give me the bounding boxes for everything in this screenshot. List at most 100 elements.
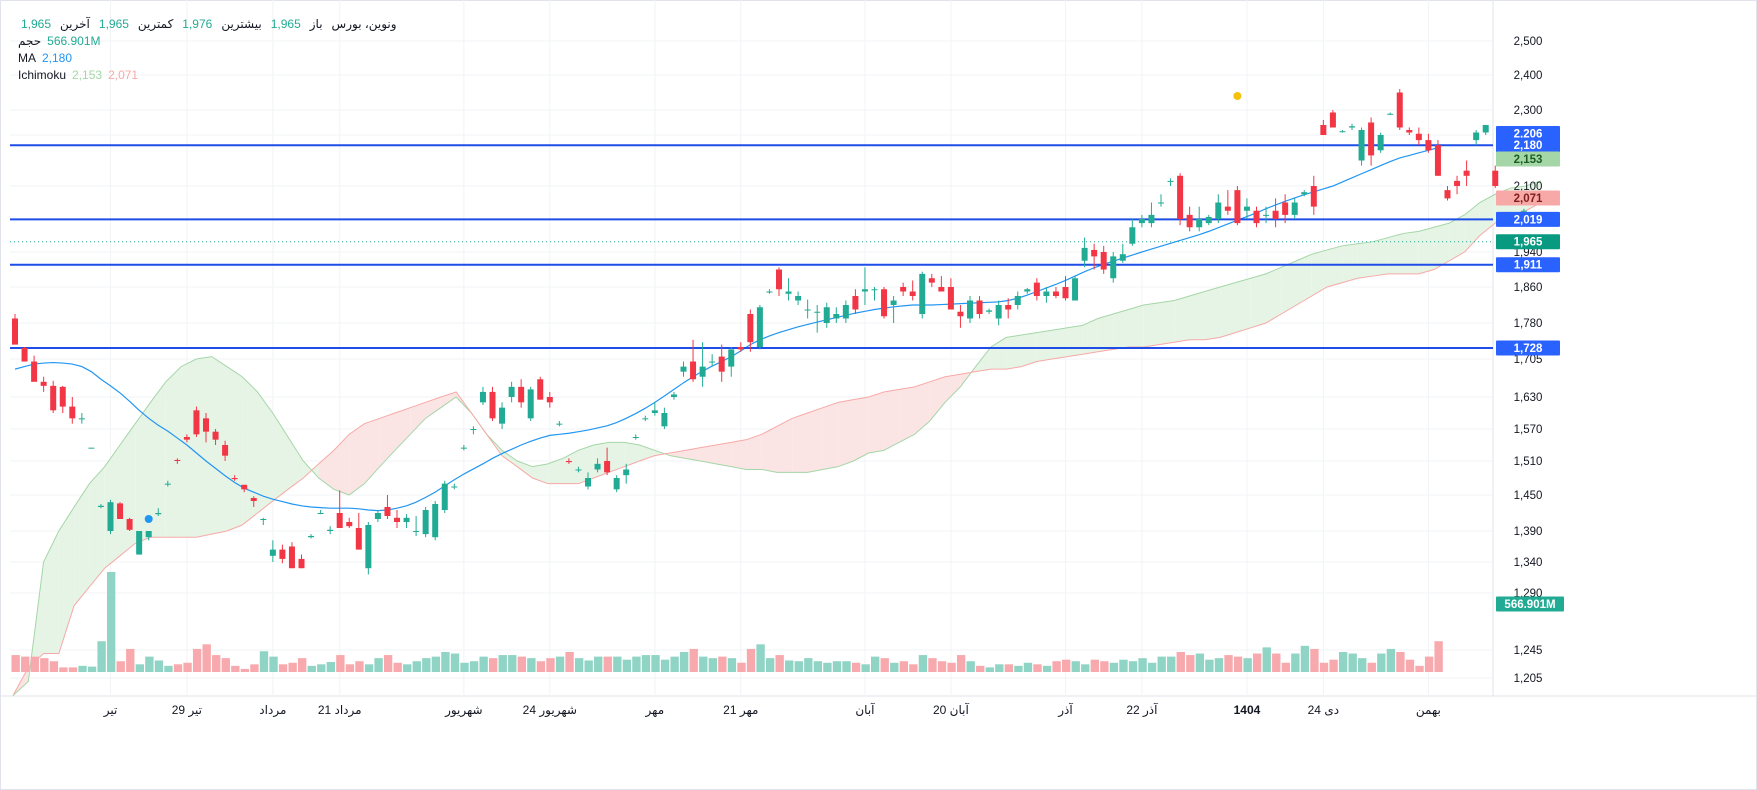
candle bbox=[1014, 291, 1021, 310]
candle-body bbox=[365, 525, 372, 569]
candle bbox=[814, 305, 821, 333]
cloud-segment bbox=[410, 402, 426, 435]
symbol-name[interactable]: ونوین، بورس bbox=[331, 17, 397, 31]
volume-bar bbox=[1291, 653, 1300, 672]
price-badge-label: 2,153 bbox=[1514, 154, 1543, 166]
candle-body bbox=[947, 287, 954, 310]
volume-bar bbox=[21, 656, 30, 672]
candle bbox=[164, 480, 171, 487]
volume-bar bbox=[804, 658, 813, 672]
candle bbox=[594, 458, 601, 473]
volume-bar bbox=[985, 667, 994, 672]
price-tick-label: 1,860 bbox=[1514, 282, 1543, 294]
price-badge bbox=[1496, 340, 1560, 356]
volume-bar bbox=[1272, 653, 1281, 672]
volume-bar bbox=[956, 655, 966, 672]
cloud-segment bbox=[333, 434, 350, 495]
volume-bar bbox=[880, 658, 889, 672]
volume-legend-row[interactable]: حجم 566.901M bbox=[18, 33, 397, 50]
volume-bar bbox=[1214, 658, 1224, 672]
candle bbox=[756, 305, 763, 350]
candle bbox=[575, 466, 582, 473]
candles[interactable] bbox=[12, 89, 1537, 575]
volume-bar bbox=[1386, 648, 1396, 672]
time-axis[interactable]: تیر 29 تیر مرداد 21 مرداد شهریور 24 شهریور مهر… bbox=[103, 702, 1441, 718]
volume-bar bbox=[947, 662, 956, 672]
price-badge-label: 2,180 bbox=[1514, 140, 1543, 152]
candle-body bbox=[623, 469, 630, 476]
candle bbox=[947, 278, 954, 310]
volume-bar bbox=[976, 665, 985, 672]
candle bbox=[1158, 194, 1164, 207]
volume-bar bbox=[336, 655, 345, 672]
candle-body bbox=[527, 389, 534, 419]
time-tick-label: 1404 bbox=[1234, 703, 1261, 717]
ichimoku-legend-row[interactable]: Ichimoku 2,153 2,071 bbox=[18, 67, 397, 84]
volume-bar bbox=[192, 648, 202, 672]
candle-body bbox=[928, 278, 935, 283]
candle bbox=[69, 397, 76, 424]
volume-bar bbox=[278, 664, 288, 672]
candle-body bbox=[479, 391, 486, 403]
volume-bar bbox=[851, 662, 861, 672]
candle-body bbox=[394, 517, 400, 522]
moving-average bbox=[14, 147, 1439, 512]
volume-bar bbox=[1062, 659, 1071, 672]
candle-body bbox=[986, 310, 993, 312]
cloud-segment bbox=[1434, 223, 1450, 270]
ichimoku-span-b-line bbox=[12, 202, 1542, 696]
cloud-segment bbox=[1082, 318, 1098, 355]
horizontal-levels[interactable] bbox=[10, 144, 1493, 349]
ma-line bbox=[14, 147, 1439, 512]
candle bbox=[1263, 206, 1270, 224]
candle-body bbox=[565, 461, 572, 463]
volume-bar bbox=[126, 648, 135, 672]
candle bbox=[795, 291, 802, 305]
candle-body bbox=[995, 305, 1002, 319]
markers[interactable] bbox=[144, 92, 1242, 523]
candle-body bbox=[785, 291, 792, 294]
volume-bar bbox=[632, 656, 641, 672]
candle-body bbox=[336, 513, 343, 528]
price-axis[interactable]: 1,2051,2451,2901,3401,3901,4501,5101,570… bbox=[1514, 36, 1543, 685]
ma-legend-row[interactable]: MA 2,180 bbox=[18, 50, 397, 67]
candle bbox=[308, 534, 315, 539]
candle bbox=[565, 458, 572, 464]
candle-body bbox=[1434, 145, 1441, 176]
cloud-segment bbox=[945, 374, 961, 403]
candle-body bbox=[737, 347, 744, 350]
volume-bar bbox=[565, 652, 574, 672]
ichimoku-value-1: 2,153 bbox=[72, 68, 103, 82]
volume-bar bbox=[536, 661, 546, 672]
cloud-segment bbox=[135, 402, 151, 544]
cloud-segment bbox=[364, 418, 380, 484]
volume-bar bbox=[890, 662, 899, 672]
time-tick-label: 20 آبان bbox=[933, 702, 969, 717]
candle-body bbox=[288, 546, 295, 569]
volume-bar bbox=[1367, 662, 1376, 672]
candle-body bbox=[967, 300, 973, 319]
ohlc-close-value: 1,965 bbox=[21, 17, 52, 31]
candle bbox=[670, 391, 677, 400]
candle bbox=[78, 413, 85, 424]
ohlc-high-label: بیشترین bbox=[221, 17, 262, 31]
candle-body bbox=[1005, 305, 1012, 310]
candle-body bbox=[776, 269, 782, 290]
candle bbox=[422, 507, 429, 538]
candle bbox=[1434, 140, 1441, 176]
time-tick-label: تیر bbox=[103, 703, 118, 718]
cloud-segment bbox=[624, 442, 640, 467]
volume-bar bbox=[87, 666, 97, 672]
candle-body bbox=[814, 311, 821, 313]
volume-bar bbox=[173, 664, 183, 672]
volume-bar bbox=[307, 665, 316, 672]
candle-body bbox=[795, 296, 802, 301]
candle bbox=[1110, 252, 1117, 283]
price-badge-label: 1,965 bbox=[1514, 237, 1543, 249]
price-badge-label: 2,071 bbox=[1514, 193, 1543, 205]
cloud-segment bbox=[1479, 194, 1496, 236]
candle-body bbox=[1215, 202, 1222, 219]
candle-body bbox=[680, 366, 687, 372]
candle bbox=[737, 342, 744, 352]
